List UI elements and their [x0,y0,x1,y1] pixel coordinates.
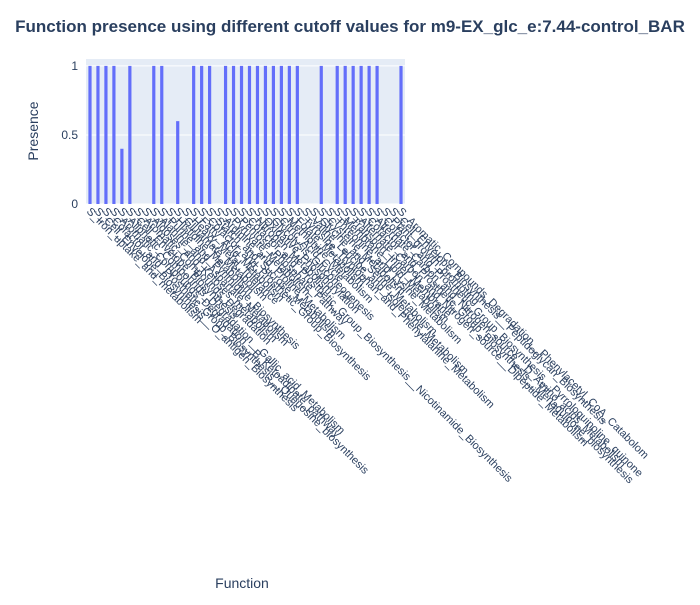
bar [247,65,252,205]
bar [255,65,260,205]
bar [176,121,180,204]
plot-area [86,59,405,204]
bar [343,65,347,205]
bar [287,65,291,205]
y-tick-label: 0.5 [61,128,78,142]
bar [120,148,124,204]
bar [96,65,100,205]
bar [263,65,268,205]
bar [375,65,379,205]
bar [319,65,323,205]
x-axis-title: Function [215,575,269,591]
bar [88,65,92,205]
bar [104,65,108,205]
y-tick-label: 1 [71,59,78,73]
y-tick-label: 0 [71,197,78,211]
bar [208,65,212,205]
bar [335,65,339,205]
bar [271,65,276,205]
bar [231,65,236,205]
bar [223,65,228,205]
bar [128,65,132,205]
bar [295,65,299,205]
bar [279,65,283,205]
bar [152,65,156,205]
bar [192,65,196,205]
bar [351,65,355,205]
bar [367,65,371,205]
bar [359,65,363,205]
bar [399,65,403,205]
y-axis-title: Presence [25,101,41,160]
bar [239,65,244,205]
bar [160,65,164,205]
bar [112,65,116,205]
bar [200,65,204,205]
chart-title: Function presence using different cutoff… [15,17,685,36]
